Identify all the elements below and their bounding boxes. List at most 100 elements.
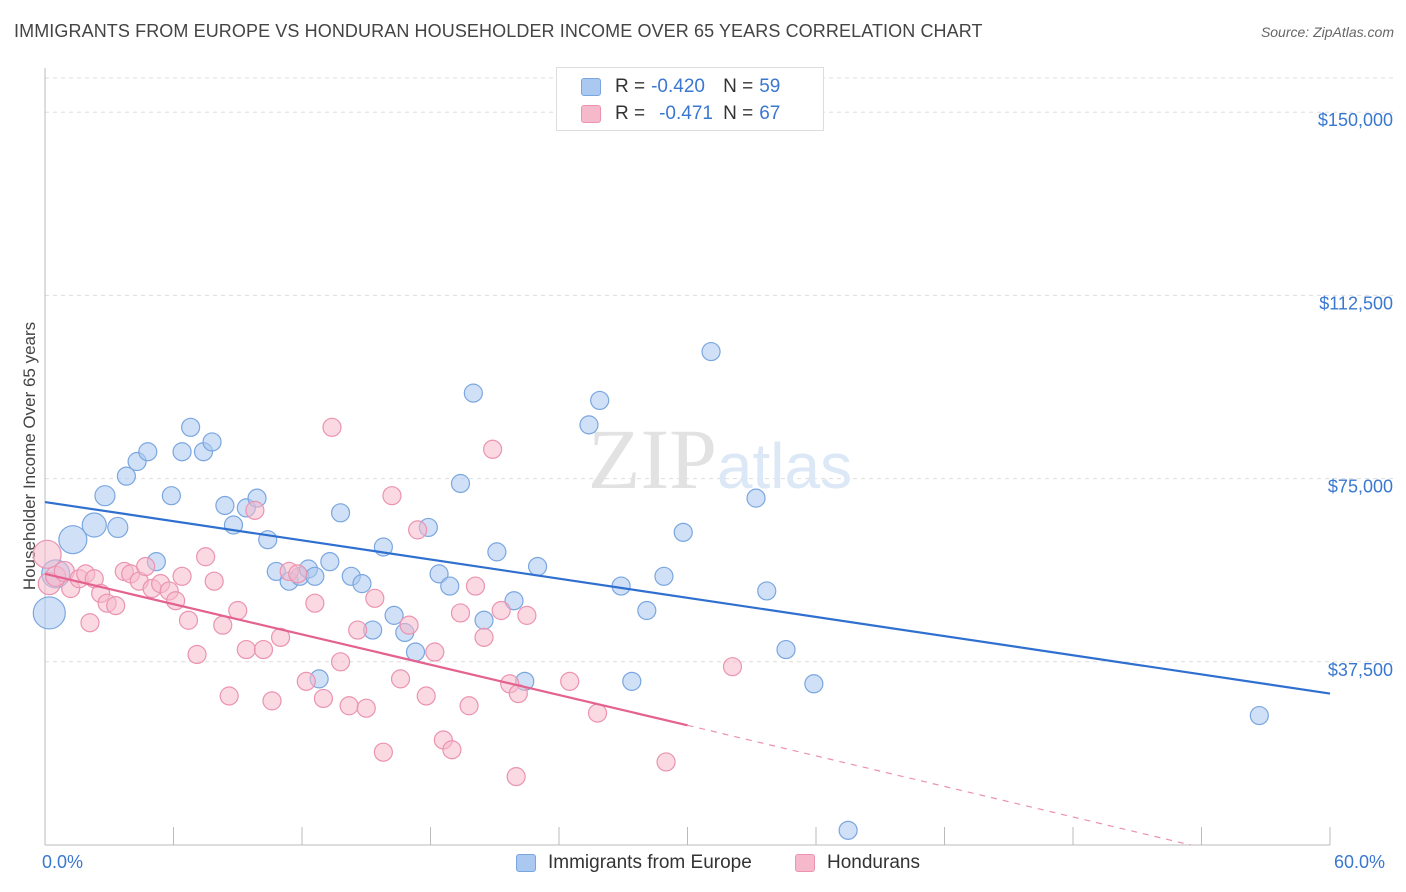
- honduran-point: [80, 613, 100, 633]
- honduran-point: [722, 657, 743, 677]
- honduran-point: [330, 652, 351, 672]
- y-tick-label: $75,000: [1328, 477, 1393, 497]
- chart-title: IMMIGRANTS FROM EUROPE VS HONDURAN HOUSE…: [14, 21, 983, 41]
- europe-point: [384, 605, 404, 625]
- n-value: 67: [759, 103, 781, 124]
- europe-legend-swatch: [516, 854, 536, 872]
- europe-point: [622, 671, 642, 691]
- europe-point: [202, 432, 222, 452]
- europe-point: [172, 442, 192, 462]
- r-label: R =: [615, 76, 646, 97]
- europe-point: [32, 596, 66, 630]
- europe-point: [527, 556, 548, 577]
- honduran-point: [408, 520, 428, 540]
- honduran-point: [442, 740, 462, 760]
- honduran-point: [465, 576, 486, 596]
- europe-point: [463, 383, 483, 403]
- honduran-point: [322, 417, 342, 437]
- honduran-point: [587, 703, 608, 723]
- legend-item-hondurans[interactable]: Hondurans: [795, 852, 920, 874]
- europe-point: [181, 417, 201, 437]
- europe-point: [804, 674, 824, 694]
- x-tick-label-max: 60.0%: [1334, 852, 1386, 872]
- honduran-point: [213, 615, 233, 635]
- source-label: Source: ZipAtlas.com: [1260, 24, 1394, 40]
- honduran-point: [450, 603, 471, 623]
- r-value: -0.471: [659, 103, 713, 124]
- n-label: N =: [723, 76, 754, 97]
- honduran-point: [474, 627, 494, 647]
- honduran-trend-extension: [687, 724, 1191, 846]
- watermark: ZIPatlas: [588, 411, 852, 507]
- honduran-point: [517, 605, 537, 625]
- n-value: 59: [759, 76, 781, 97]
- honduran-point: [288, 564, 308, 584]
- legend-label-europe: Immigrants from Europe: [548, 852, 752, 873]
- europe-point: [776, 639, 796, 660]
- europe-point: [58, 525, 88, 555]
- europe-point: [138, 442, 158, 462]
- honduran-point: [236, 639, 256, 660]
- europe-point: [81, 512, 107, 538]
- europe-point: [487, 542, 507, 562]
- honduran-point: [106, 596, 126, 616]
- honduran-point: [506, 767, 526, 787]
- y-tick-label: $37,500: [1328, 660, 1393, 680]
- europe-point: [161, 486, 181, 506]
- europe-point: [305, 566, 325, 586]
- r-label: R =: [615, 103, 646, 124]
- europe-point: [654, 566, 674, 586]
- europe-point: [746, 488, 766, 508]
- europe-point: [757, 581, 777, 601]
- stats-legend-row-hondurans: R = -0.471 N = 67: [581, 102, 780, 126]
- y-tick-label: $150,000: [1318, 110, 1393, 130]
- y-tick-label: $112,500: [1319, 293, 1393, 313]
- stats-legend: R = -0.420 N = 59 R = -0.471 N = 67: [556, 67, 824, 131]
- honduran-point: [253, 639, 274, 660]
- europe-point: [330, 503, 351, 523]
- honduran-point: [390, 669, 411, 689]
- honduran-point: [356, 698, 376, 718]
- honduran-point: [382, 486, 402, 506]
- honduran-swatch: [581, 105, 601, 123]
- europe-point: [116, 466, 136, 486]
- honduran-point: [32, 539, 62, 569]
- honduran-point: [245, 500, 265, 520]
- europe-point: [352, 574, 372, 594]
- europe-point: [590, 390, 610, 411]
- honduran-point: [296, 671, 316, 691]
- europe-point: [440, 576, 460, 596]
- honduran-point: [399, 615, 419, 635]
- europe-point: [405, 642, 426, 662]
- europe-point: [320, 552, 340, 572]
- n-label: N =: [723, 103, 754, 124]
- honduran-point: [425, 642, 445, 662]
- honduran-point: [560, 671, 580, 691]
- honduran-point: [483, 439, 503, 459]
- honduran-point: [187, 644, 207, 665]
- x-tick-label-min: 0.0%: [42, 852, 84, 872]
- europe-swatch: [581, 78, 601, 96]
- europe-trend-line: [44, 500, 1331, 695]
- honduran-point: [204, 571, 224, 591]
- europe-point: [579, 415, 599, 435]
- europe-point: [838, 820, 858, 840]
- honduran-point: [305, 593, 325, 613]
- honduran-point: [365, 588, 385, 608]
- honduran-point: [313, 688, 334, 709]
- r-value: -0.420: [651, 76, 705, 97]
- honduran-point: [339, 696, 359, 716]
- honduran-point: [178, 610, 199, 630]
- honduran-point: [491, 600, 511, 621]
- honduran-trend-line: [44, 572, 688, 727]
- honduran-point: [348, 620, 368, 640]
- europe-point: [673, 522, 693, 542]
- honduran-point: [172, 566, 192, 586]
- europe-point: [504, 591, 524, 611]
- legend-item-europe[interactable]: Immigrants from Europe: [516, 852, 752, 874]
- honduran-point: [196, 547, 216, 567]
- honduran-point: [416, 686, 436, 706]
- stats-legend-row-europe: R = -0.420 N = 59: [581, 75, 780, 99]
- europe-point: [94, 485, 116, 507]
